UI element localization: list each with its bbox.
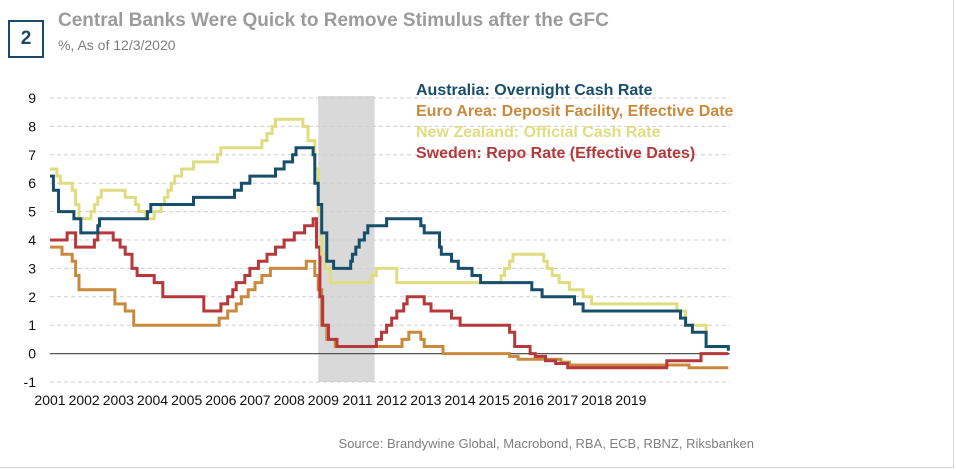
series-line [50, 245, 729, 370]
y-tick-label: 5 [28, 204, 36, 220]
chart-title: Central Banks Were Quick to Remove Stimu… [58, 10, 609, 31]
y-tick-label: 6 [28, 175, 36, 191]
x-tick-label: 2015 [479, 392, 510, 408]
x-tick-label: 2011 [342, 392, 372, 408]
y-tick-label: 0 [28, 346, 36, 362]
x-tick-label: 2008 [274, 392, 305, 408]
x-tick-label: 2009 [308, 392, 339, 408]
legend-label: New Zealand: Official Cash Rate [416, 124, 661, 141]
y-tick-label: 9 [28, 90, 36, 106]
y-tick-label: 1 [28, 317, 36, 333]
x-tick-label: 2017 [547, 392, 578, 408]
y-tick-label: 4 [28, 232, 36, 248]
x-tick-label: 2019 [615, 392, 646, 408]
legend-label: Euro Area: Deposit Facility, Effective D… [416, 103, 734, 120]
x-tick-label: 2006 [205, 392, 236, 408]
x-tick-label: 2014 [444, 392, 475, 408]
x-tick-label: 2012 [376, 392, 407, 408]
x-tick-label: 2005 [171, 392, 202, 408]
figure-number-badge: 2 [8, 20, 44, 58]
y-tick-label: 7 [28, 147, 36, 163]
x-tick-label: 2002 [69, 392, 100, 408]
series-line [50, 146, 730, 351]
x-tick-label: 2003 [103, 392, 134, 408]
x-tick-label: 2013 [410, 392, 441, 408]
series-line [50, 117, 729, 348]
chart-subtitle: %, As of 12/3/2020 [58, 37, 176, 53]
series-line [50, 217, 729, 370]
x-tick-label: 2004 [137, 392, 168, 408]
x-tick-label: 2001 [34, 392, 65, 408]
x-tick-label: 2018 [581, 392, 612, 408]
y-tick-label: 3 [28, 260, 36, 276]
y-tick-label: 2 [28, 289, 36, 305]
source-note: Source: Brandywine Global, Macrobond, RB… [338, 436, 754, 451]
x-tick-label: 2016 [513, 392, 544, 408]
legend-label: Sweden: Repo Rate (Effective Dates) [416, 145, 695, 162]
y-tick-label: -1 [24, 374, 37, 390]
legend-label: Australia: Overnight Cash Rate [416, 82, 653, 99]
x-tick-label: 2007 [239, 392, 270, 408]
y-tick-label: 8 [28, 118, 36, 134]
